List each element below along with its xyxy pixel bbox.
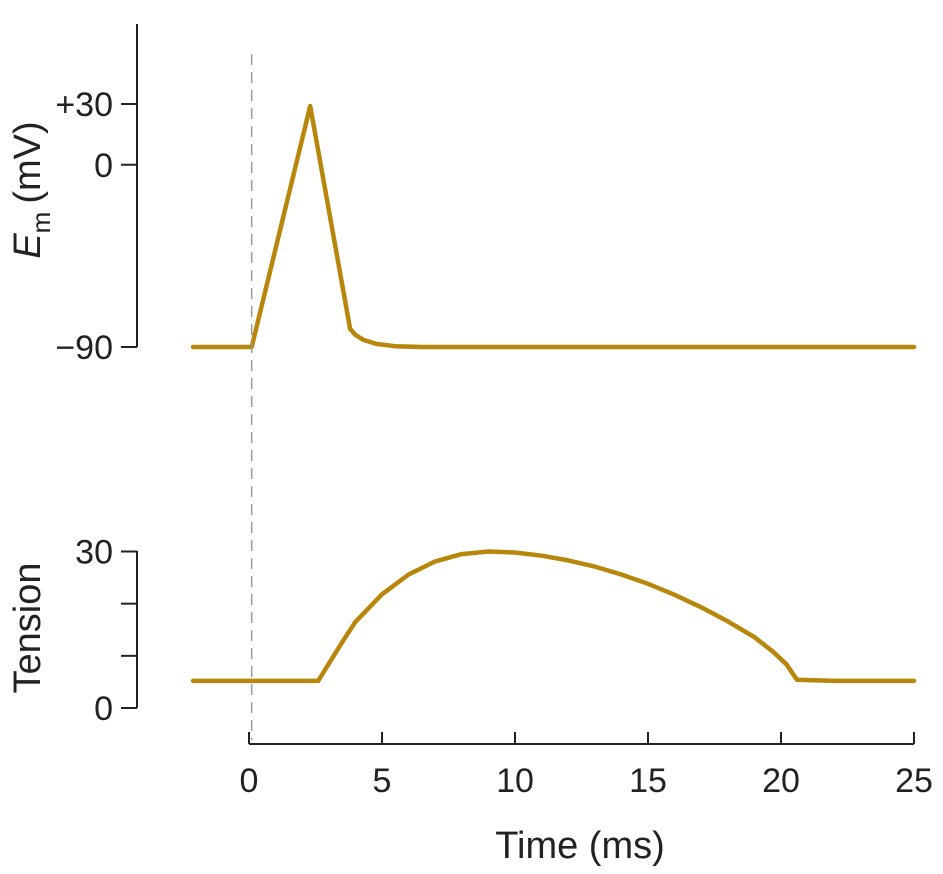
time-axis-title: Time (ms) — [495, 825, 665, 867]
em-y-tick-label: +30 — [55, 86, 113, 124]
time-tick-label: 5 — [373, 762, 392, 800]
em-y-tick-label: −90 — [55, 329, 113, 367]
tension-axis-title: Tension — [7, 563, 49, 694]
time-tick-label: 15 — [629, 762, 667, 800]
time-axis: 0 5 10 15 20 25 — [240, 732, 933, 800]
tension-y-tick-label: 0 — [94, 690, 113, 728]
em-axis-unit: (mV) — [7, 121, 49, 203]
time-tick-label: 0 — [240, 762, 259, 800]
em-y-tick-label: 0 — [94, 147, 113, 185]
tension-y-tick-label: 30 — [75, 534, 113, 572]
em-axis-symbol: E — [7, 233, 49, 259]
tension-trace — [190, 549, 917, 684]
membrane-potential-panel: +30 0 −90 — [55, 24, 917, 367]
time-tick-label: 25 — [895, 762, 933, 800]
time-tick-label: 20 — [762, 762, 800, 800]
tension-panel: 30 0 — [75, 534, 917, 728]
em-axis-subscript: m — [26, 212, 56, 234]
time-tick-label: 10 — [496, 762, 534, 800]
em-axis-title: Em (mV) — [7, 121, 56, 258]
em-trace — [190, 103, 917, 350]
